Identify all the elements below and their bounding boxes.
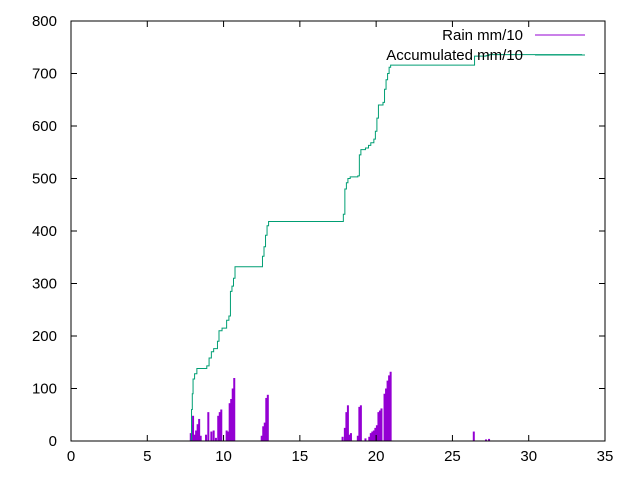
x-tick-label: 35 bbox=[597, 448, 614, 465]
x-tick-label: 30 bbox=[520, 448, 537, 465]
y-tick-label: 200 bbox=[32, 328, 57, 345]
y-tick-label: 500 bbox=[32, 171, 57, 188]
x-tick-label: 15 bbox=[292, 448, 309, 465]
y-tick-label: 600 bbox=[32, 118, 57, 135]
y-tick-label: 400 bbox=[32, 223, 57, 240]
accumulated-line bbox=[128, 54, 583, 442]
x-tick-label: 25 bbox=[444, 448, 461, 465]
y-tick-label: 100 bbox=[32, 381, 57, 398]
y-tick-label: 0 bbox=[49, 433, 57, 450]
legend-label-rain: Rain mm/10 bbox=[442, 27, 523, 44]
y-tick-label: 300 bbox=[32, 276, 57, 293]
x-tick-label: 5 bbox=[143, 448, 151, 465]
axes: 0 5 10 15 20 25 30 35 0 100 200 300 400 500 600 700 800 bbox=[32, 13, 613, 465]
x-tick-label: 20 bbox=[368, 448, 385, 465]
y-tick-label: 700 bbox=[32, 66, 57, 83]
y-tick-label: 800 bbox=[32, 13, 57, 30]
legend: Rain mm/10 Accumulated mm/10 bbox=[386, 27, 585, 64]
rain-series-layer bbox=[128, 371, 491, 442]
x-tick-label: 10 bbox=[215, 448, 232, 465]
accumulated-series-layer bbox=[128, 54, 583, 442]
plot-frame bbox=[70, 20, 606, 442]
x-tick-label: 0 bbox=[67, 448, 75, 465]
legend-label-accumulated: Accumulated mm/10 bbox=[386, 47, 523, 64]
